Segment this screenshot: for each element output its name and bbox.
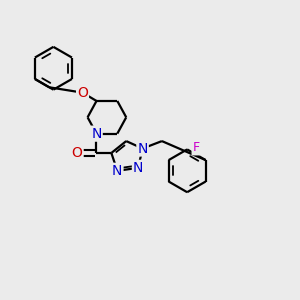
Text: N: N — [137, 142, 148, 155]
Text: O: O — [77, 85, 88, 100]
Text: O: O — [72, 146, 83, 160]
Text: N: N — [91, 127, 102, 141]
Text: N: N — [112, 164, 122, 178]
Text: N: N — [133, 161, 143, 175]
Text: F: F — [193, 141, 200, 154]
